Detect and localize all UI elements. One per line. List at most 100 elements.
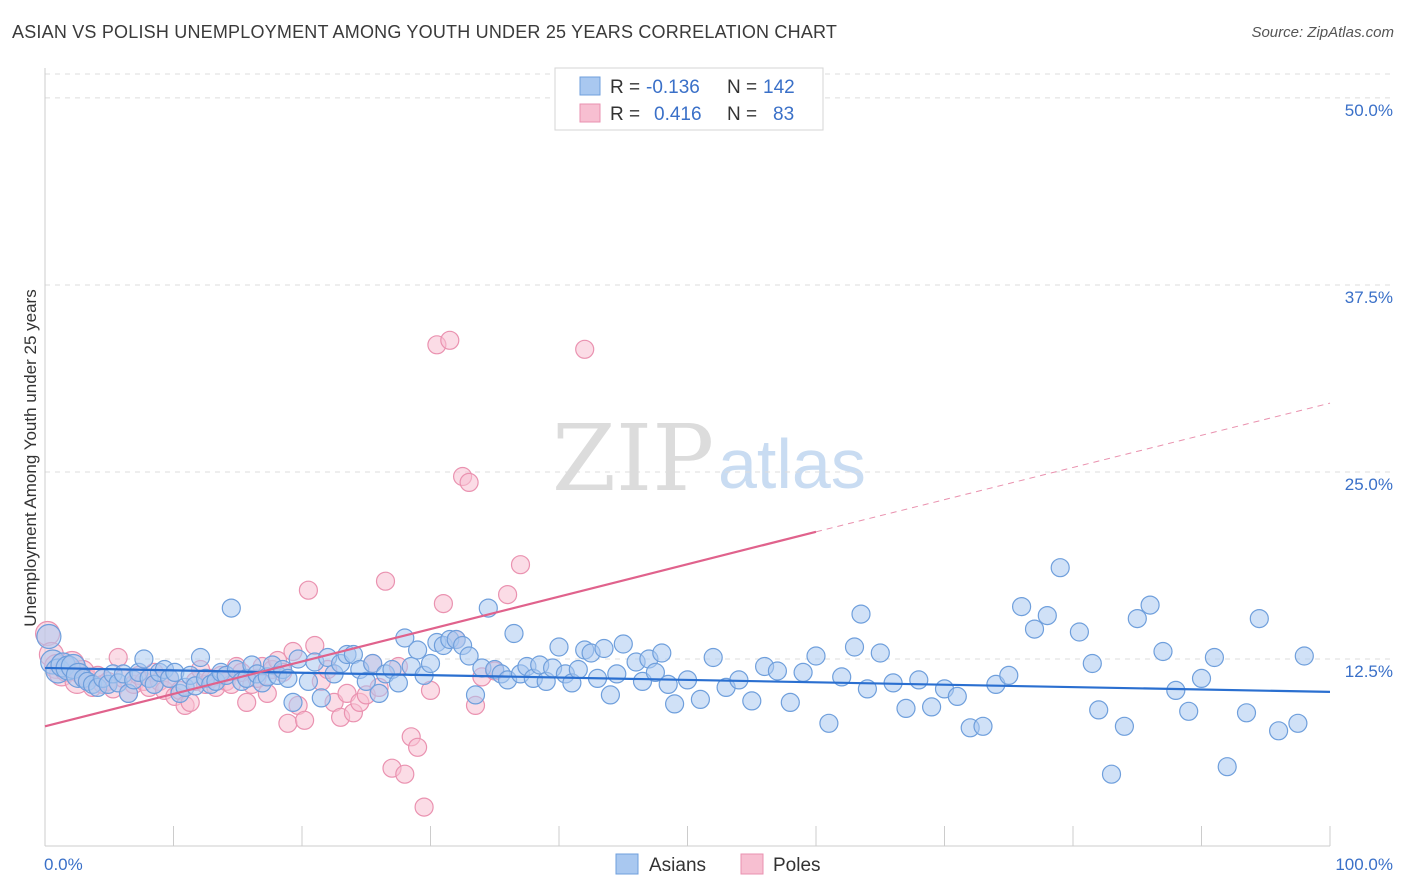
asians-point xyxy=(793,662,813,683)
asians-point xyxy=(999,665,1019,686)
asians-point xyxy=(1069,622,1090,642)
poles-point xyxy=(298,580,318,600)
poles-point xyxy=(510,555,531,575)
y-tick-labels: 12.5% 25.0% 37.5% 50.0% xyxy=(1345,101,1393,681)
y-tick-label-0: 12.5% xyxy=(1345,662,1393,681)
asians-point xyxy=(1050,558,1070,578)
asians-point xyxy=(1101,764,1122,784)
poles-point xyxy=(433,593,453,614)
asians-point xyxy=(465,685,486,705)
asians-point xyxy=(420,653,441,674)
asians-point xyxy=(851,604,871,624)
legend-asians-n-value: 142 xyxy=(763,77,795,98)
poles-point xyxy=(395,764,415,784)
asians-point xyxy=(1217,757,1237,777)
asians-point xyxy=(1082,653,1102,674)
poles-point xyxy=(440,330,460,350)
asians-point xyxy=(408,640,428,660)
poles-point xyxy=(408,737,428,757)
asians-point xyxy=(1011,596,1032,617)
legend-poles-n-value: 83 xyxy=(773,104,794,125)
asians-point xyxy=(36,623,62,650)
asians-point xyxy=(388,673,408,693)
legend-poles-swatch xyxy=(579,103,601,123)
source-label: Source: ZipAtlas.com xyxy=(1251,24,1394,41)
asians-point xyxy=(658,674,678,695)
asians-point xyxy=(600,685,621,705)
poles-point xyxy=(108,647,128,668)
asians-point xyxy=(288,649,308,669)
y-axis-label: Unemployment Among Youth under 25 years xyxy=(21,289,40,626)
asians-point xyxy=(664,694,685,714)
bottom-legend-poles-swatch xyxy=(740,853,764,875)
poles-point xyxy=(375,571,396,591)
asians-point xyxy=(947,686,967,707)
asians-point xyxy=(909,670,929,690)
asians-point xyxy=(1179,701,1199,721)
asians-point xyxy=(1294,646,1314,666)
poles-point xyxy=(575,339,595,359)
grid-lines xyxy=(45,73,1395,660)
asians-point xyxy=(1140,595,1160,615)
asians-point xyxy=(1249,608,1269,629)
asians-point xyxy=(921,697,942,717)
x-tick-marks xyxy=(173,826,1331,846)
poles-point xyxy=(295,710,315,730)
poles-point xyxy=(278,713,298,733)
asians-point xyxy=(369,683,389,704)
y-tick-label-1: 25.0% xyxy=(1345,475,1393,494)
asians-point xyxy=(504,623,524,644)
watermark-atlas: atlas xyxy=(718,425,866,503)
legend-poles-r-label: R = xyxy=(610,104,640,125)
asians-point xyxy=(549,637,569,657)
poles-point xyxy=(237,692,257,713)
asians-point xyxy=(613,634,633,654)
asians-point xyxy=(832,667,852,687)
asians-point xyxy=(594,638,614,659)
asians-point xyxy=(1089,700,1109,720)
poles-points xyxy=(34,330,595,817)
asians-point xyxy=(780,692,800,713)
asians-point xyxy=(844,637,865,657)
asians-point xyxy=(311,688,331,708)
asians-point xyxy=(221,598,241,618)
asians-point xyxy=(1204,647,1225,668)
y-tick-label-2: 37.5% xyxy=(1345,288,1393,307)
asians-point xyxy=(1024,619,1045,639)
x-tick-label-min: 0.0% xyxy=(44,855,83,874)
poles-trend-extension xyxy=(815,402,1331,533)
asians-point xyxy=(298,671,318,692)
asians-point xyxy=(973,716,993,736)
asians-point xyxy=(742,691,762,711)
asians-point xyxy=(1114,716,1135,736)
bottom-legend-asians-swatch xyxy=(615,853,639,875)
poles-trend-line xyxy=(44,530,817,728)
asians-point xyxy=(190,647,211,668)
asians-point xyxy=(356,671,376,692)
chart-title: ASIAN VS POLISH UNEMPLOYMENT AMONG YOUTH… xyxy=(12,22,838,42)
asians-point xyxy=(278,668,298,689)
asians-point xyxy=(283,692,303,713)
poles-point xyxy=(414,797,434,817)
asians-point xyxy=(767,661,788,681)
asians-point xyxy=(896,698,916,719)
asians-point xyxy=(607,664,627,684)
legend-poles-n-label: N = xyxy=(727,104,757,125)
asians-point xyxy=(1153,641,1173,662)
asians-point xyxy=(1288,713,1308,733)
asians-points xyxy=(36,558,1314,784)
asians-point xyxy=(870,643,890,663)
y-tick-label-3: 50.0% xyxy=(1345,101,1393,120)
asians-point xyxy=(459,646,479,666)
legend-poles-r-value: 0.416 xyxy=(654,104,702,125)
asians-point xyxy=(652,643,672,663)
bottom-legend-asians-label: Asians xyxy=(649,855,706,876)
poles-point xyxy=(459,472,479,492)
asians-point xyxy=(568,659,588,680)
asians-point xyxy=(645,662,666,683)
asians-point xyxy=(819,713,839,733)
top-legend: R = -0.136 N = 142 R = 0.416 N = 83 xyxy=(554,67,824,131)
asians-point xyxy=(806,646,826,666)
asians-point xyxy=(134,649,154,669)
